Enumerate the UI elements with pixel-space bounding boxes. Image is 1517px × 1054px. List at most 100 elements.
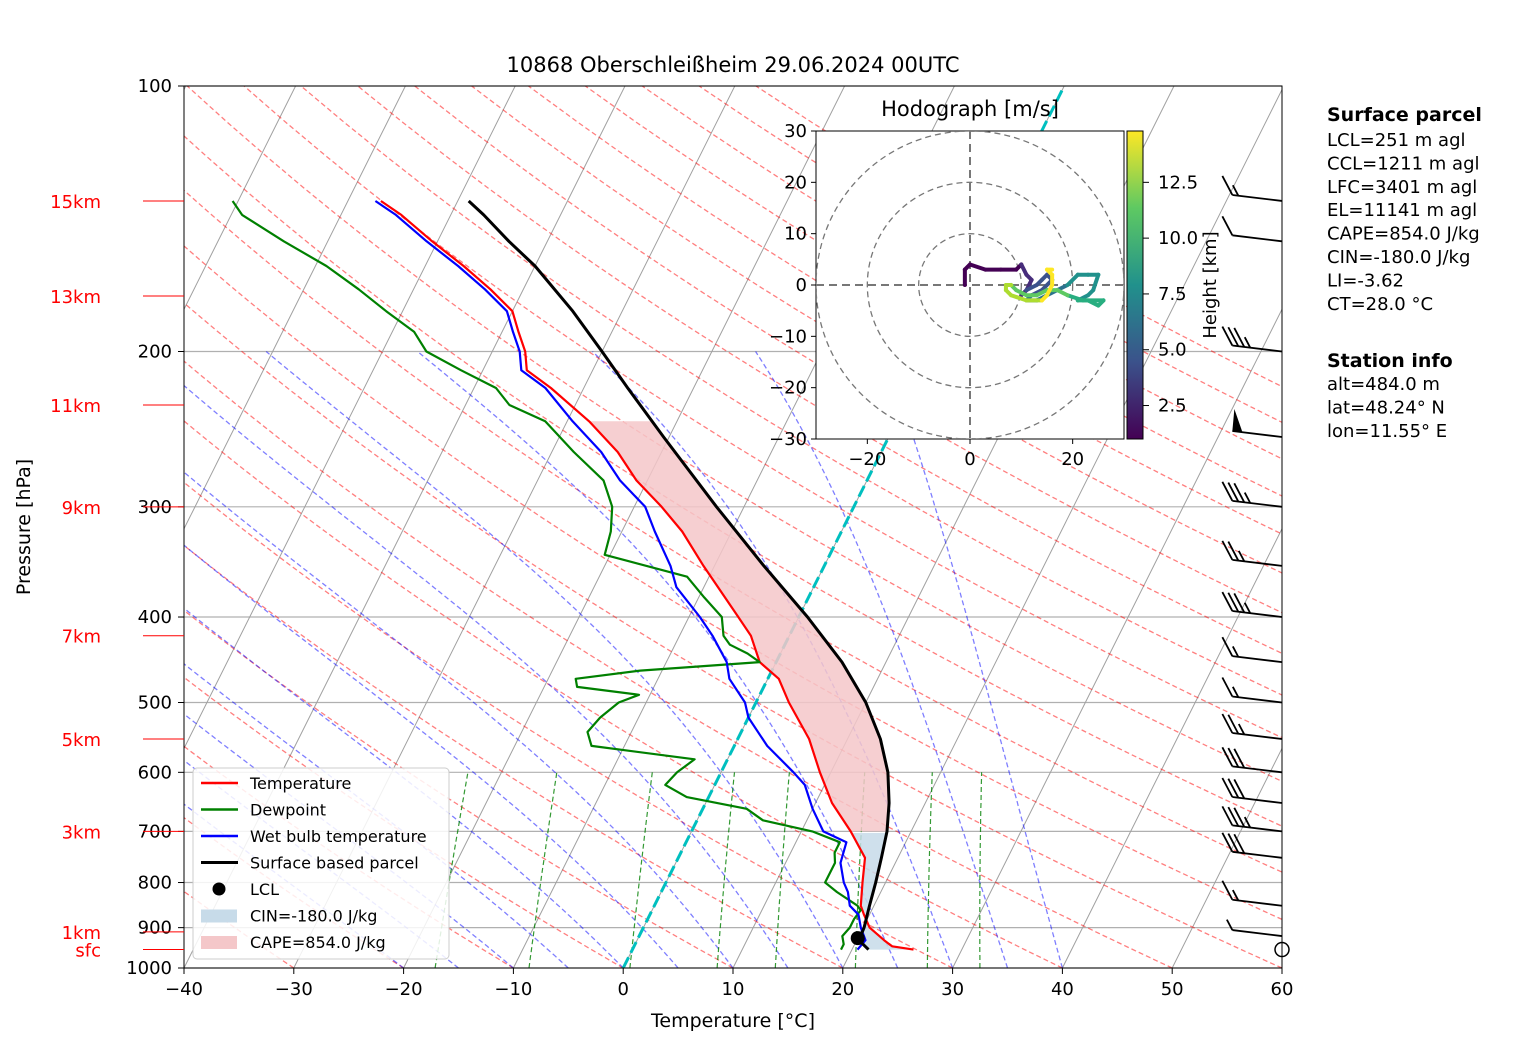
barb-shaft xyxy=(1232,765,1283,774)
barb-feather xyxy=(1221,215,1234,236)
barb-feather xyxy=(1221,591,1234,612)
wind-barb xyxy=(1274,941,1290,958)
barb-feather xyxy=(1221,805,1234,826)
height-label: 15km xyxy=(50,192,101,213)
wind-barb xyxy=(1221,636,1283,664)
barb-shaft xyxy=(1232,796,1283,804)
barb-feather xyxy=(1227,833,1240,853)
wind-barb xyxy=(1226,919,1283,937)
axis-ticks: −40 −30 −20 −10 0 10 20 30 40 50 60100200300400500… xyxy=(126,76,1293,1000)
barb-shaft xyxy=(1232,655,1283,664)
dry-adiabat xyxy=(300,86,1282,696)
barb-feather xyxy=(1221,481,1234,502)
isotherm-line xyxy=(952,308,1282,968)
x-axis-label: Temperature [°C] xyxy=(650,1010,815,1032)
barb-feather xyxy=(1233,748,1246,769)
barb-feather xyxy=(1221,540,1234,561)
x-tick-label: 20 xyxy=(831,979,854,1000)
barb-half-feather xyxy=(1232,184,1240,197)
hodo-y-tick-label: −10 xyxy=(769,326,807,347)
barb-pennant xyxy=(1232,408,1243,432)
station-stat: lon=11.55° E xyxy=(1327,421,1447,442)
barb-shaft xyxy=(1232,732,1283,740)
hodo-segment xyxy=(1065,272,1080,287)
dry-adiabat xyxy=(243,86,1282,739)
parcel-stat: CIN=-180.0 J/kg xyxy=(1327,247,1470,268)
barb-feather xyxy=(1221,713,1234,734)
mixing-ratio-line xyxy=(528,772,558,968)
barb-feather xyxy=(1233,779,1246,799)
parcel-stat: LFC=3401 m agl xyxy=(1327,177,1477,198)
colorbar-label: Height [km] xyxy=(1200,231,1221,338)
hodo-y-tick-label: 10 xyxy=(784,224,807,245)
dry-adiabat xyxy=(184,360,1173,968)
y-tick-label: 200 xyxy=(138,342,172,363)
barb-shaft xyxy=(1232,430,1283,438)
wind-barb xyxy=(1221,746,1283,774)
barb-feather xyxy=(1227,747,1240,768)
colorbar-tick-label: 10.0 xyxy=(1158,228,1198,249)
barb-feather xyxy=(1227,541,1240,562)
barb-feather xyxy=(1227,778,1240,799)
wind-barb xyxy=(1221,215,1283,243)
barb-shaft xyxy=(1232,824,1283,833)
barb-half-feather xyxy=(1232,686,1240,698)
hodograph-title: Hodograph [m/s] xyxy=(881,97,1059,121)
isotherm-line xyxy=(184,86,297,311)
height-label: sfc xyxy=(75,941,101,962)
height-label: 1km xyxy=(62,923,101,944)
legend-label: CAPE=854.0 J/kg xyxy=(250,933,386,952)
dry-adiabat xyxy=(184,676,624,968)
x-tick-label: −30 xyxy=(275,979,313,1000)
height-label: 3km xyxy=(62,822,101,843)
profile-lines xyxy=(231,199,914,951)
parcel-stat: LCL=251 m agl xyxy=(1327,130,1466,151)
station-info-heading: Station info xyxy=(1327,350,1453,372)
mixing-ratio-line xyxy=(716,772,736,968)
moist-adiabat xyxy=(882,351,1064,968)
legend-swatch xyxy=(212,882,226,896)
legend: Temperature Dewpoint Wet bulb temperature S… xyxy=(192,767,450,960)
hodo-x-tick-label: 0 xyxy=(964,449,975,470)
hodo-segment xyxy=(1009,293,1029,303)
parcel-stat: CAPE=854.0 J/kg xyxy=(1327,224,1480,245)
barb-half-feather xyxy=(1237,550,1246,562)
barb-shaft xyxy=(1232,194,1283,202)
hodo-x-tick-label: 20 xyxy=(1061,449,1084,470)
barb-feather xyxy=(1227,714,1240,735)
moist-adiabat xyxy=(417,350,899,968)
hodo-segment xyxy=(968,262,988,272)
x-tick-label: 10 xyxy=(722,979,745,1000)
mixing-ratio-line xyxy=(979,772,983,968)
wind-barb xyxy=(1221,175,1283,202)
wind-barb xyxy=(1221,591,1283,618)
barb-shaft xyxy=(1232,850,1283,859)
barb-shaft xyxy=(1232,558,1283,567)
isotherm-line xyxy=(403,86,846,968)
barb-half-feather xyxy=(1243,602,1252,614)
moist-adiabat xyxy=(184,384,789,968)
mixing-ratio-line xyxy=(774,772,790,968)
barb-feather xyxy=(1221,777,1234,798)
colorbar-tick-label: 12.5 xyxy=(1158,172,1198,193)
y-tick-label: 100 xyxy=(138,76,172,97)
wind-barb xyxy=(1221,481,1283,508)
dry-adiabat xyxy=(184,189,1282,873)
station-stat: alt=484.0 m xyxy=(1327,374,1440,395)
barb-half-feather xyxy=(1226,919,1234,931)
y-tick-label: 600 xyxy=(138,762,172,783)
wind-barb xyxy=(1232,408,1283,438)
barb-feather xyxy=(1221,677,1234,697)
hodo-y-tick-label: −20 xyxy=(769,378,807,399)
hodo-x-tick-label: −20 xyxy=(848,449,886,470)
height-label: 5km xyxy=(62,730,101,751)
x-tick-label: −10 xyxy=(494,979,532,1000)
hodo-segment xyxy=(1065,293,1085,303)
x-tick-label: 30 xyxy=(941,979,964,1000)
barb-half-feather xyxy=(1232,645,1240,658)
hodo-y-tick-label: 30 xyxy=(784,121,807,142)
barb-feather xyxy=(1227,326,1240,347)
barb-shaft xyxy=(1232,929,1283,937)
